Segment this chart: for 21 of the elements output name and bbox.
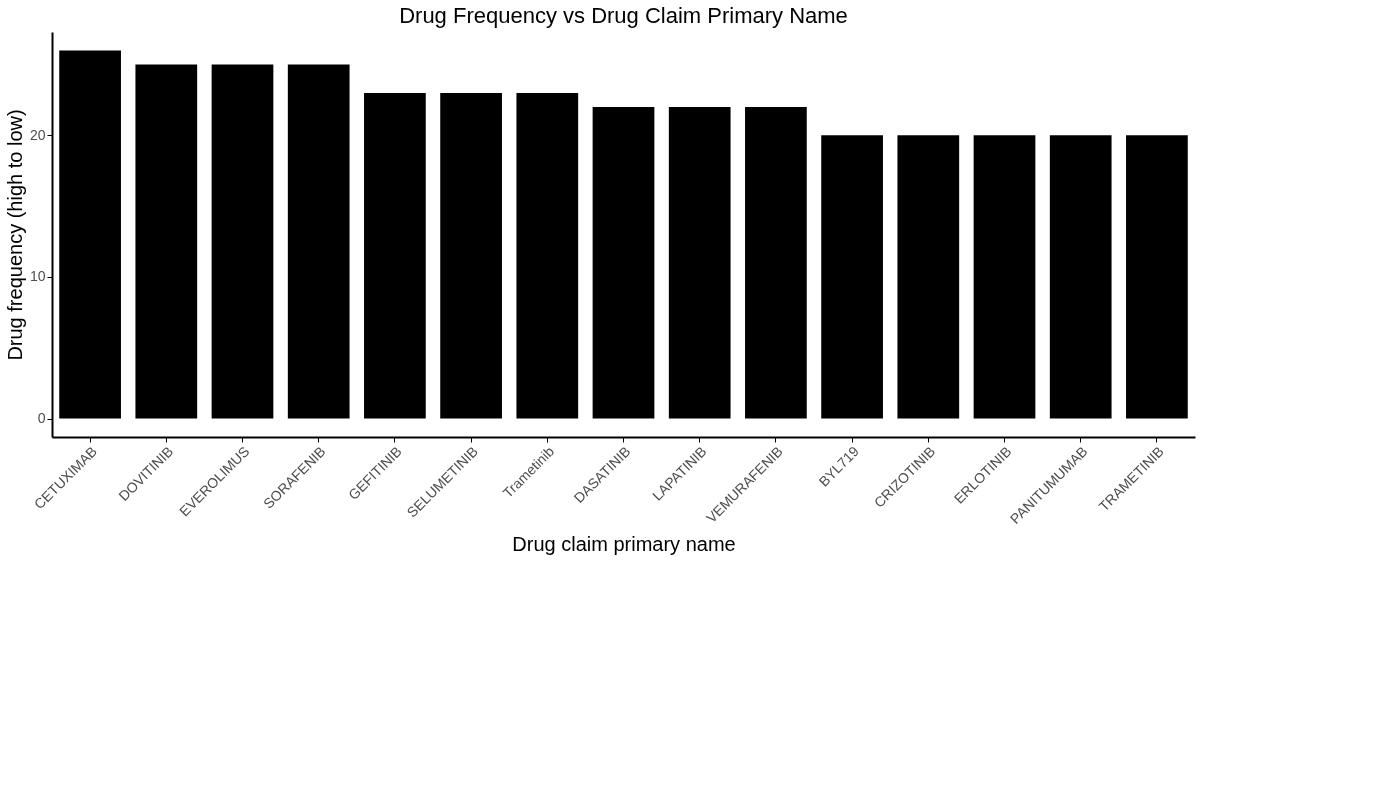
bar xyxy=(59,50,121,419)
bar xyxy=(821,135,883,419)
bar xyxy=(592,107,655,419)
bar xyxy=(440,92,502,419)
bar xyxy=(516,92,579,419)
y-axis-title: Drug frequency (high to low) xyxy=(3,109,26,361)
bar xyxy=(1126,135,1188,419)
bar xyxy=(135,64,198,419)
bar xyxy=(364,92,426,419)
bar xyxy=(287,64,350,419)
y-tick-label: 0 xyxy=(37,410,46,427)
bar xyxy=(745,107,807,419)
bar xyxy=(1049,135,1112,419)
bar xyxy=(668,107,731,419)
bar xyxy=(973,135,1036,419)
bar xyxy=(211,64,274,419)
chart-title: Drug Frequency vs Drug Claim Primary Name xyxy=(399,3,848,28)
x-axis-title: Drug claim primary name xyxy=(512,532,736,555)
bar xyxy=(897,135,960,419)
y-tick-label: 10 xyxy=(29,268,46,285)
y-tick-label: 20 xyxy=(29,126,46,143)
